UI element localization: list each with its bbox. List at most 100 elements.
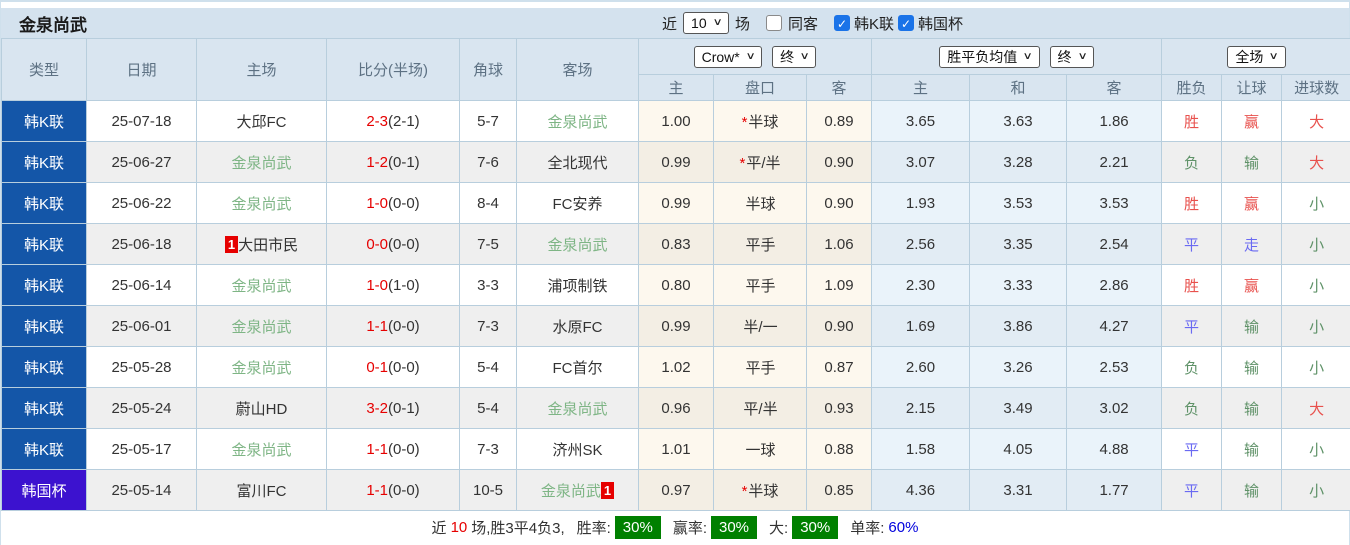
footer-prefix: 近 [431, 519, 447, 537]
odds-home-cell: 0.99 [638, 141, 714, 183]
avg-group-header: 胜平负均值 ∨ 终 ∨ [871, 38, 1163, 75]
avg-away-cell: 4.27 [1066, 305, 1163, 347]
corners-cell: 7-3 [459, 428, 517, 470]
kleague-checkbox[interactable]: ✓ [833, 15, 850, 31]
home-team-name: 大邱FC [236, 113, 287, 131]
recent-count-select[interactable]: 10 ∨ [683, 12, 729, 34]
chevron-down-icon: ∨ [745, 50, 756, 62]
page-title: 金泉尚武 [19, 15, 87, 35]
fulltime-select[interactable]: 全场 ∨ [1227, 45, 1286, 68]
result-cell: 负 [1161, 387, 1223, 429]
handicap-cell: 平手 [713, 223, 807, 265]
score-cell: 0-1(0-0) [326, 346, 460, 388]
corners-cell: 5-4 [459, 387, 517, 429]
chevron-down-icon: ∨ [799, 50, 810, 62]
league-type-cell: 韩K联 [1, 223, 87, 265]
handicap-rate-badge: 30% [711, 515, 758, 539]
fulltime-score: 0-1 [366, 358, 388, 376]
score-cell: 3-2(0-1) [326, 387, 460, 429]
check-icon: ✓ [900, 17, 912, 31]
table-row: 韩K联 25-06-14 金泉尚武 1-0(1-0) 3-3 浦项制铁 0.80… [1, 264, 1350, 306]
avg-type-select[interactable]: 胜平负均值 ∨ [939, 45, 1040, 68]
let-cell: 走 [1221, 223, 1283, 265]
home-team-cell: 金泉尚武 [196, 305, 327, 347]
odds-company-select[interactable]: Crow* ∨ [693, 45, 763, 68]
table-row: 韩K联 25-05-24 蔚山HD 3-2(0-1) 5-4 金泉尚武 0.96… [1, 387, 1350, 429]
away-team-cell: FC首尔 [516, 346, 639, 388]
avg-draw-cell: 4.05 [969, 428, 1068, 470]
avg-draw-cell: 3.86 [969, 305, 1068, 347]
home-team-cell: 富川FC [196, 469, 327, 511]
league-type-cell: 韩K联 [1, 182, 87, 224]
avg-away-cell: 3.02 [1066, 387, 1163, 429]
odds-away-cell: 0.90 [805, 141, 873, 183]
avg-draw-cell: 3.33 [969, 264, 1068, 306]
goals-cell: 小 [1281, 469, 1350, 511]
footer-summary: 场,胜3平4负3, [471, 519, 565, 537]
goals-cell: 大 [1281, 141, 1350, 183]
league-type-cell: 韩国杯 [1, 469, 87, 511]
odds-final-select[interactable]: 终 ∨ [772, 45, 817, 68]
date-cell: 25-06-27 [86, 141, 197, 183]
handicap-cell: 平/半 [713, 387, 807, 429]
date-cell: 25-06-01 [86, 305, 197, 347]
score-cell: 1-0(1-0) [326, 264, 460, 306]
chevron-down-icon: ∨ [712, 17, 723, 28]
home-team-name: 金泉尚武 [231, 277, 292, 295]
corners-cell: 5-7 [459, 100, 517, 142]
odds-away-cell: 0.90 [805, 182, 873, 224]
home-team-name: 金泉尚武 [231, 359, 292, 377]
col-header-score: 比分(半场) [326, 38, 460, 101]
table-row: 韩K联 25-06-18 1 大田市民 0-0(0-0) 7-5 金泉尚武 0.8… [1, 223, 1350, 265]
col-header-corner: 角球 [459, 38, 517, 101]
avg-final-value: 终 [1057, 48, 1072, 65]
home-team-name: 大田市民 [238, 236, 299, 254]
odds-company-value: Crow* [701, 48, 740, 65]
odds-home-cell: 0.99 [638, 305, 714, 347]
fulltime-score: 1-1 [366, 317, 388, 335]
home-team-cell: 金泉尚武 [196, 428, 327, 470]
handicap-text: 平手 [745, 277, 776, 295]
halftime-score: (0-0) [388, 358, 420, 376]
home-team-name: 金泉尚武 [231, 154, 292, 172]
away-team-cell: 金泉尚武 [516, 223, 639, 265]
avg-draw-cell: 3.31 [969, 469, 1068, 511]
halftime-score: (0-1) [388, 153, 420, 171]
odds-home-cell: 1.01 [638, 428, 714, 470]
match-table: 类型 日期 主场 比分(半场) 角球 客场 Crow* ∨ 终 ∨ [1, 38, 1350, 511]
table-row: 韩K联 25-06-27 金泉尚武 1-2(0-1) 7-6 全北现代 0.99… [1, 141, 1350, 183]
asterisk-icon: * [741, 113, 748, 131]
same-away-checkbox[interactable] [765, 15, 782, 31]
handicap-cell: *半球 [713, 100, 807, 142]
odds-home-cell: 1.00 [638, 100, 714, 142]
date-cell: 25-07-18 [86, 100, 197, 142]
avg-away-cell: 2.54 [1066, 223, 1163, 265]
col-header-home: 主场 [196, 38, 327, 101]
asterisk-icon: * [739, 154, 746, 172]
home-team-cell: 金泉尚武 [196, 141, 327, 183]
kleague-label: 韩K联 [853, 15, 894, 33]
avg-draw-cell: 3.28 [969, 141, 1068, 183]
result-cell: 胜 [1161, 264, 1223, 306]
table-row: 韩K联 25-07-18 大邱FC 2-3(2-1) 5-7 金泉尚武 1.00… [1, 100, 1350, 142]
corners-cell: 8-4 [459, 182, 517, 224]
result-cell: 负 [1161, 141, 1223, 183]
chevron-down-icon: ∨ [1077, 50, 1088, 62]
odds-away-cell: 0.90 [805, 305, 873, 347]
result-cell: 负 [1161, 346, 1223, 388]
avg-final-select[interactable]: 终 ∨ [1049, 45, 1094, 68]
cup-checkbox[interactable]: ✓ [897, 15, 914, 31]
sub-header-handicap: 盘口 [713, 74, 807, 101]
asterisk-icon: * [741, 482, 748, 500]
check-icon: ✓ [836, 17, 847, 31]
date-cell: 25-06-18 [86, 223, 197, 265]
score-cell: 1-1(0-0) [326, 305, 460, 347]
odds-home-cell: 0.96 [638, 387, 714, 429]
halftime-score: (0-0) [388, 481, 420, 499]
odds-home-cell: 1.02 [638, 346, 714, 388]
corners-cell: 7-3 [459, 305, 517, 347]
avg-draw-cell: 3.35 [969, 223, 1068, 265]
score-cell: 1-2(0-1) [326, 141, 460, 183]
handicap-cell: 半/一 [713, 305, 807, 347]
league-type-cell: 韩K联 [1, 346, 87, 388]
